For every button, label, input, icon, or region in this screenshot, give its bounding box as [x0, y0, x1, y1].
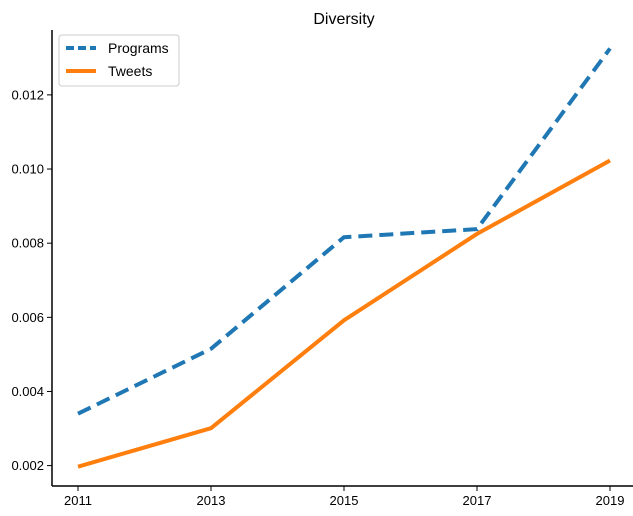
chart-title: Diversity [313, 11, 374, 28]
y-tick-label: 0.002 [11, 458, 44, 473]
legend-box [58, 34, 180, 87]
y-tick-label: 0.010 [11, 162, 44, 177]
series-line-programs [77, 47, 612, 416]
y-tick-label: 0.004 [11, 384, 44, 399]
y-tick-label: 0.012 [11, 87, 44, 102]
x-tick-label: 2011 [64, 493, 92, 508]
x-tick-label: 2017 [463, 493, 492, 508]
legend: Programs Tweets [58, 34, 180, 87]
x-tick-label: 2013 [197, 493, 226, 508]
y-tick-label: 0.006 [11, 310, 44, 325]
legend-label-tweets: Tweets [108, 63, 152, 79]
x-tick-label: 2015 [330, 493, 359, 508]
x-tick-label: 2019 [596, 493, 625, 508]
legend-label-programs: Programs [108, 40, 169, 56]
axes: 2011 2013 2015 2017 2019 0.002 0.004 0.006 0.008… [11, 30, 633, 508]
series-line-tweets [77, 158, 611, 469]
series-lines [77, 47, 612, 469]
y-tick-label: 0.008 [11, 236, 44, 251]
